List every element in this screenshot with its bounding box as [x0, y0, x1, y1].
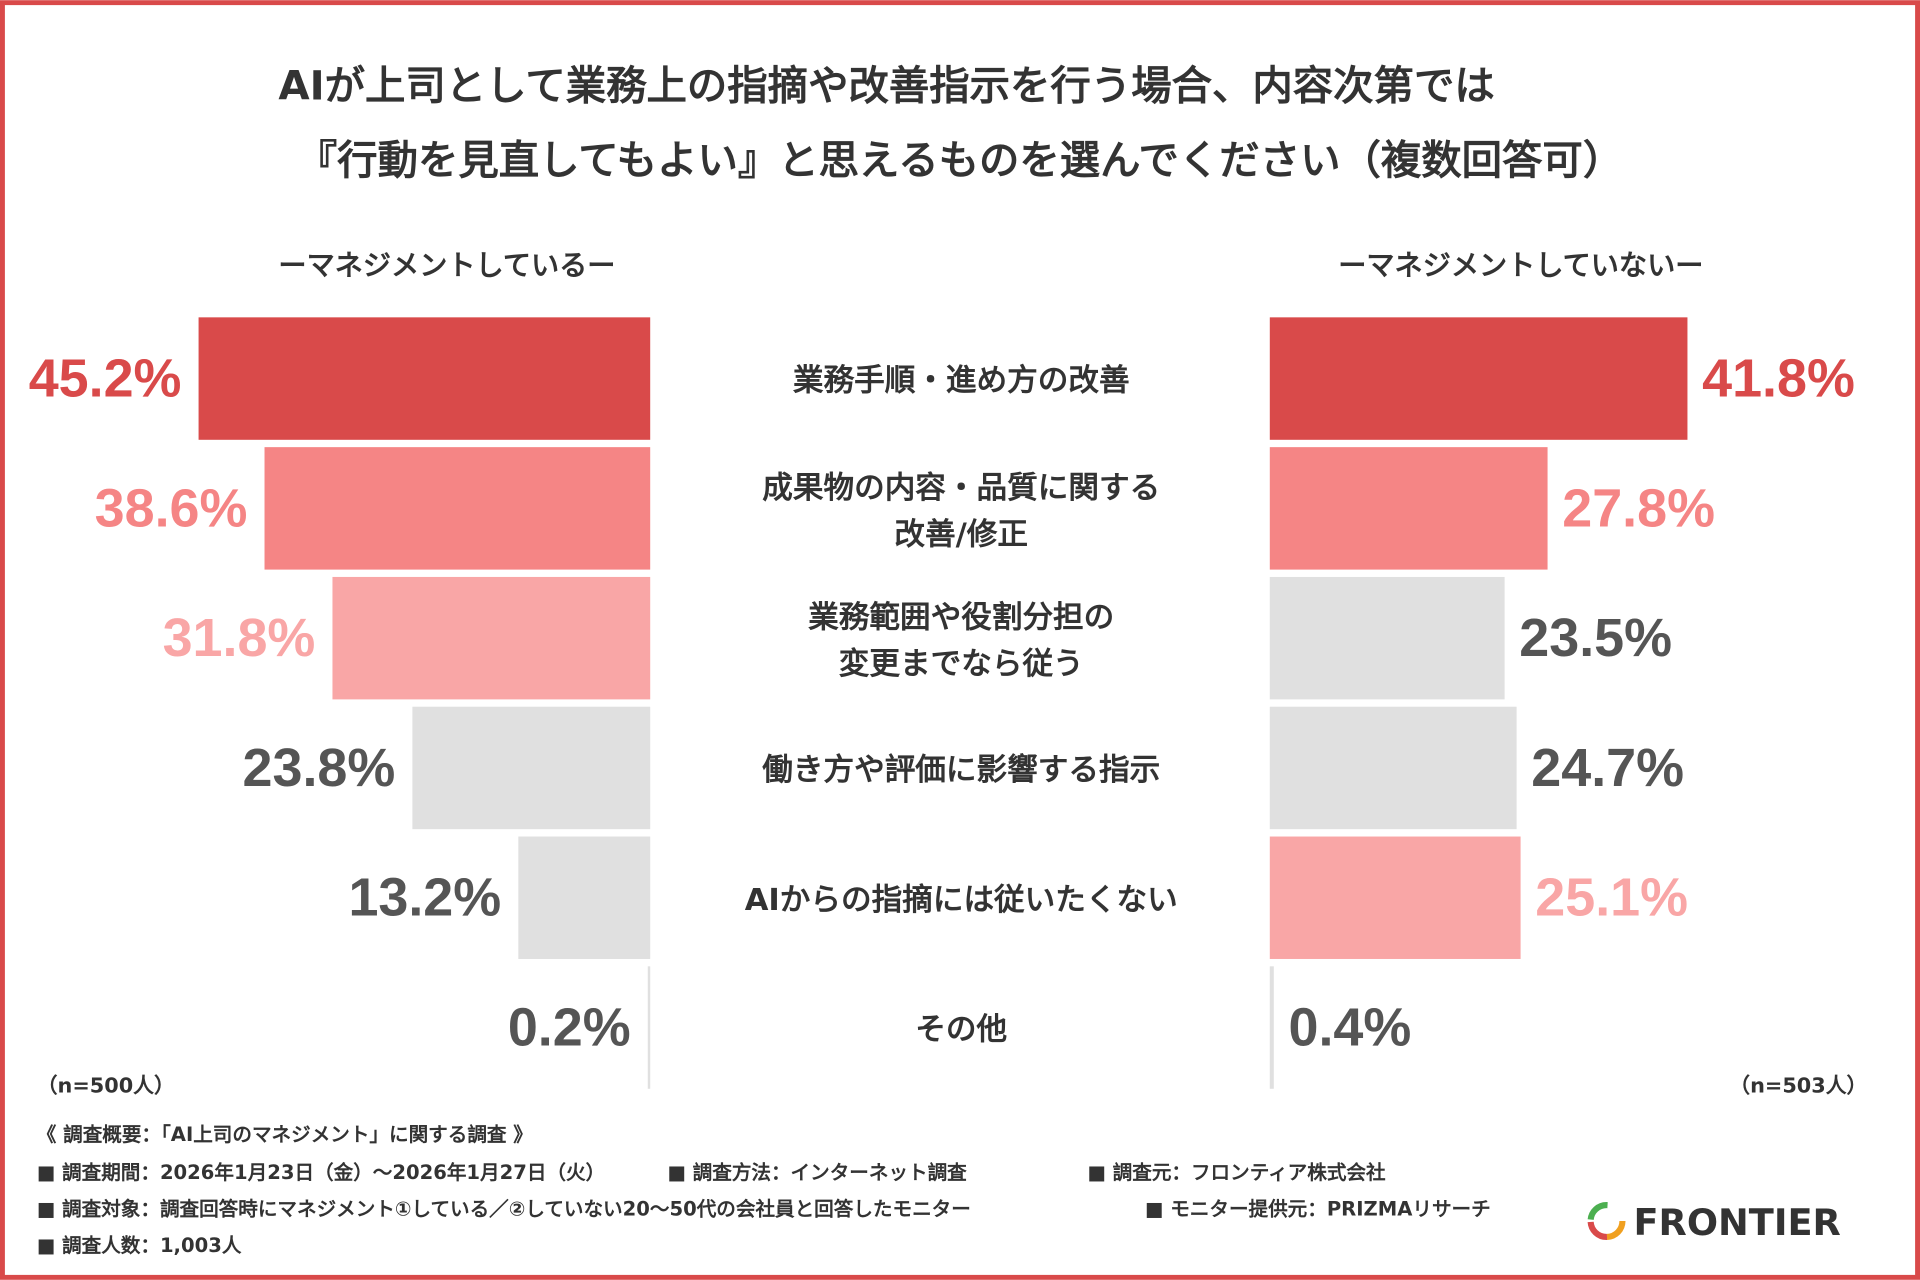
note: ■ 調査期間：2026年1月23日（金）～2026年1月27日（火） [37, 1161, 605, 1184]
note: ■ 調査人数：1,003人 [37, 1234, 242, 1257]
logo: FRONTIER [1587, 1201, 1841, 1244]
value-label: 27.8% [1562, 478, 1715, 538]
category-label: AIからの指摘には従いたくない [745, 882, 1178, 918]
logo-icon [1587, 1202, 1626, 1240]
sample-size: （n=500人） [37, 1073, 175, 1097]
value-label: 23.5% [1519, 608, 1672, 668]
category-label: その他 [915, 1013, 1007, 1048]
value-label: 0.4% [1288, 997, 1411, 1057]
title-line: 『行動を見直してもよい』と思えるものを選んでください（複数回答可） [297, 136, 1623, 184]
bar [518, 836, 651, 959]
note: ■ 調査方法：インターネット調査 [667, 1161, 967, 1184]
bar [1269, 317, 1688, 440]
bar [1269, 966, 1274, 1089]
note: ■ 調査対象：調査回答時にマネジメント①している／②していない20～50代の会社… [37, 1198, 971, 1221]
bar [332, 576, 651, 700]
bar [412, 706, 651, 830]
value-label: 31.8% [163, 608, 316, 668]
bar [198, 317, 651, 440]
bar [1269, 576, 1505, 700]
series-header: ーマネジメントしているー [278, 249, 615, 282]
bar [264, 447, 651, 570]
value-label: 24.7% [1531, 738, 1684, 798]
series-header: ーマネジメントしていないー [1338, 249, 1703, 282]
bar [1269, 447, 1548, 570]
logo-icon [1587, 1202, 1626, 1240]
value-label: 25.1% [1535, 868, 1688, 928]
value-label: 13.2% [348, 868, 501, 928]
bar [647, 966, 651, 1089]
note: ■ 調査元：フロンティア株式会社 [1087, 1161, 1386, 1184]
notes-heading: 《 調査概要：「AI上司のマネジメント」に関する調査 》 [37, 1123, 533, 1146]
title-line: AIが上司として業務上の指摘や改善指示を行う場合、内容次第では [278, 61, 1494, 109]
category-label: 業務手順・進め方の改善 [793, 363, 1130, 399]
category-label: 働き方や評価に影響する指示 [762, 752, 1160, 788]
category-label: 成果物の内容・品質に関する改善/修正 [762, 470, 1160, 552]
value-label: 0.2% [508, 997, 631, 1057]
value-label: 41.8% [1702, 348, 1855, 408]
logo-text: FRONTIER [1633, 1201, 1840, 1244]
note: ■ モニター提供元：PRIZMAリサーチ [1145, 1198, 1491, 1221]
bar [1269, 836, 1521, 959]
value-label: 23.8% [243, 738, 396, 798]
logo-icon [1587, 1202, 1626, 1240]
sample-size: （n=503人） [1729, 1073, 1867, 1097]
category-label: 業務範囲や役割分担の変更までなら従う [808, 599, 1114, 682]
bar [1269, 706, 1517, 830]
value-label: 45.2% [29, 348, 182, 408]
value-label: 38.6% [95, 478, 248, 538]
